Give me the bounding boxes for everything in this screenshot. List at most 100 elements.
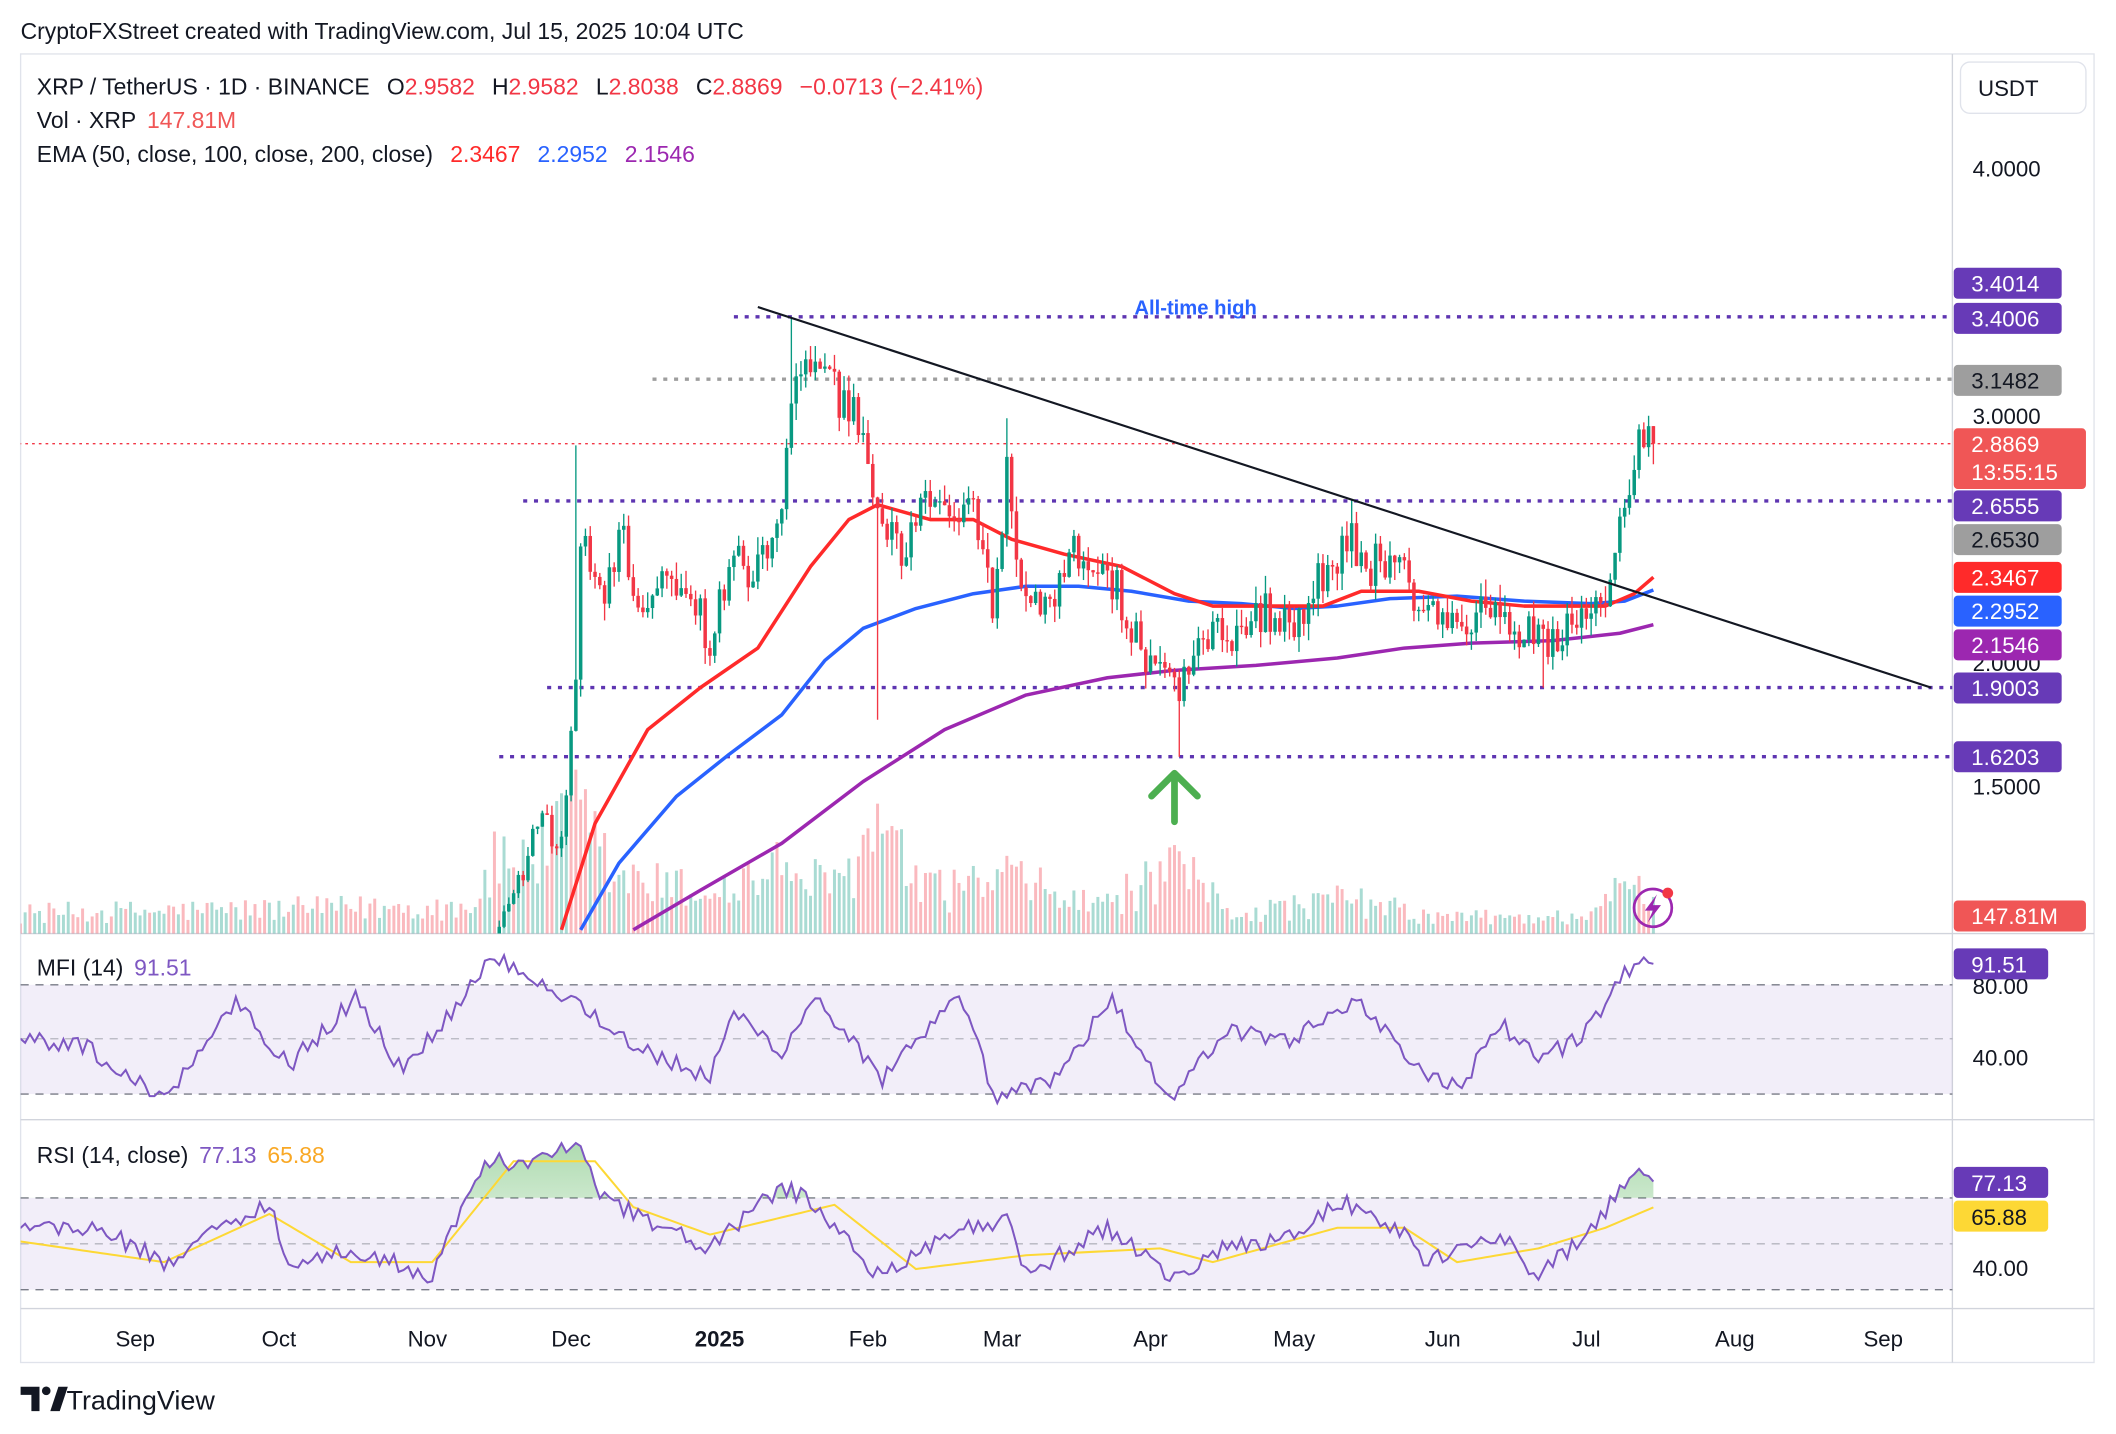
candle-body [770,537,774,559]
volume-bar [81,908,85,934]
volume-bar [310,908,314,934]
candle-body [669,575,674,579]
candle-body [880,508,885,524]
volume-bar [1584,919,1588,934]
volume-bar [991,890,994,934]
candle-body [823,366,827,369]
candle-body [650,595,655,609]
volume-bar [1503,917,1507,934]
volume-bar [1441,915,1445,934]
price-tag [1953,428,2086,490]
candle-body [626,525,631,578]
volume-bar [708,898,712,934]
time-tick: Aug [1715,1326,1755,1351]
lightning-icon[interactable] [1632,887,1674,929]
candle-body [631,577,636,596]
volume-bar [109,916,113,934]
candle-body [818,361,822,369]
currency-button[interactable] [1959,61,2087,114]
candle-body [914,522,918,526]
volume-bar [1589,911,1593,934]
volume-bar [1426,913,1430,934]
volume-bar [1263,914,1267,934]
volume-bar [1402,903,1406,934]
volume-bar [1484,909,1488,934]
candle-body [1258,603,1263,633]
volume-bar [1369,899,1373,934]
candle-body [1416,609,1421,612]
candle-body [1182,666,1186,702]
price-axis[interactable]: 4.00003.00002.00001.50003.40143.40063.14… [1953,157,2086,932]
candle-body [502,911,506,927]
candle-body [1373,543,1378,586]
candle-body [526,855,530,881]
candle-body [981,540,985,550]
volume-bar [1311,893,1315,934]
volume-bar [1651,896,1655,934]
volume-bar [1115,895,1119,934]
candle-body [1072,535,1076,553]
candle-body [1225,640,1229,642]
countdown-timer: 13:55:15 [1971,460,2058,485]
symbol-title[interactable]: XRP / TetherUS · 1D · BINANCE [37,73,370,99]
candle-body [1651,426,1656,444]
ema-legend[interactable]: EMA (50, close, 100, close, 200, close) … [37,141,695,167]
price-tag [1953,490,2062,522]
volume-bar [1623,881,1627,934]
candle-body [1014,511,1019,560]
candle-body [1498,602,1502,618]
volume-bar [315,896,319,934]
price-tick: 3.0000 [1973,404,2041,429]
volume-bar [1417,923,1421,934]
time-tick: Nov [408,1326,448,1351]
candle-body [1048,596,1052,599]
candle-body [1632,469,1636,496]
candle-body [799,374,803,377]
volume-bar [224,913,228,934]
tradingview-logo[interactable]: TradingView [20,1386,216,1416]
volume-bar [1254,907,1258,934]
volume-bar [1331,902,1335,934]
time-tick: Jul [1572,1326,1600,1351]
volume-legend[interactable]: Vol · XRP 147.81M [37,107,236,133]
volume-bar [516,882,520,934]
volume-bar [1192,857,1196,934]
volume-bar [612,881,616,934]
candle-body [832,368,837,372]
volume-bar [267,902,271,934]
volume-bar [1465,921,1469,934]
candle-body [602,585,607,604]
candle-body [885,523,889,540]
candle-body [645,608,650,613]
price-tag-label: 2.1546 [1971,633,2039,658]
candle-body [1608,579,1613,607]
volume-bar [1565,924,1569,934]
volume-bar [358,896,362,934]
volume-bar [1259,921,1263,934]
volume-bar [856,856,860,934]
volume-bar [1201,882,1205,934]
volume-bar [181,903,185,934]
price-tick: 1.5000 [1973,775,2041,800]
volume-bar [119,908,123,934]
time-tick: Apr [1133,1326,1168,1351]
volume-bar [1393,897,1397,934]
rsi-legend[interactable]: RSI (14, close) 77.13 65.88 [37,1142,325,1168]
candle-body [1479,596,1483,613]
candle-body [712,633,717,656]
time-axis[interactable]: Sep Oct Nov Dec 2025 Feb Mar Apr May Jun Jul Aug Sep [115,1326,1903,1351]
candle-body [598,576,602,586]
time-tick: Oct [262,1326,297,1351]
candle-body [1603,602,1608,607]
volume-bar [536,883,540,934]
volume-bar [1398,907,1402,934]
volume-bar [550,823,554,934]
candle-body [1076,535,1081,569]
mfi-legend[interactable]: MFI (14) 91.51 [37,954,192,980]
price-tag-label: 2.6530 [1971,528,2039,553]
candle-body [1038,591,1043,615]
volume-bar [1249,921,1253,934]
volume-bar [52,908,56,934]
candle-body [842,390,846,418]
